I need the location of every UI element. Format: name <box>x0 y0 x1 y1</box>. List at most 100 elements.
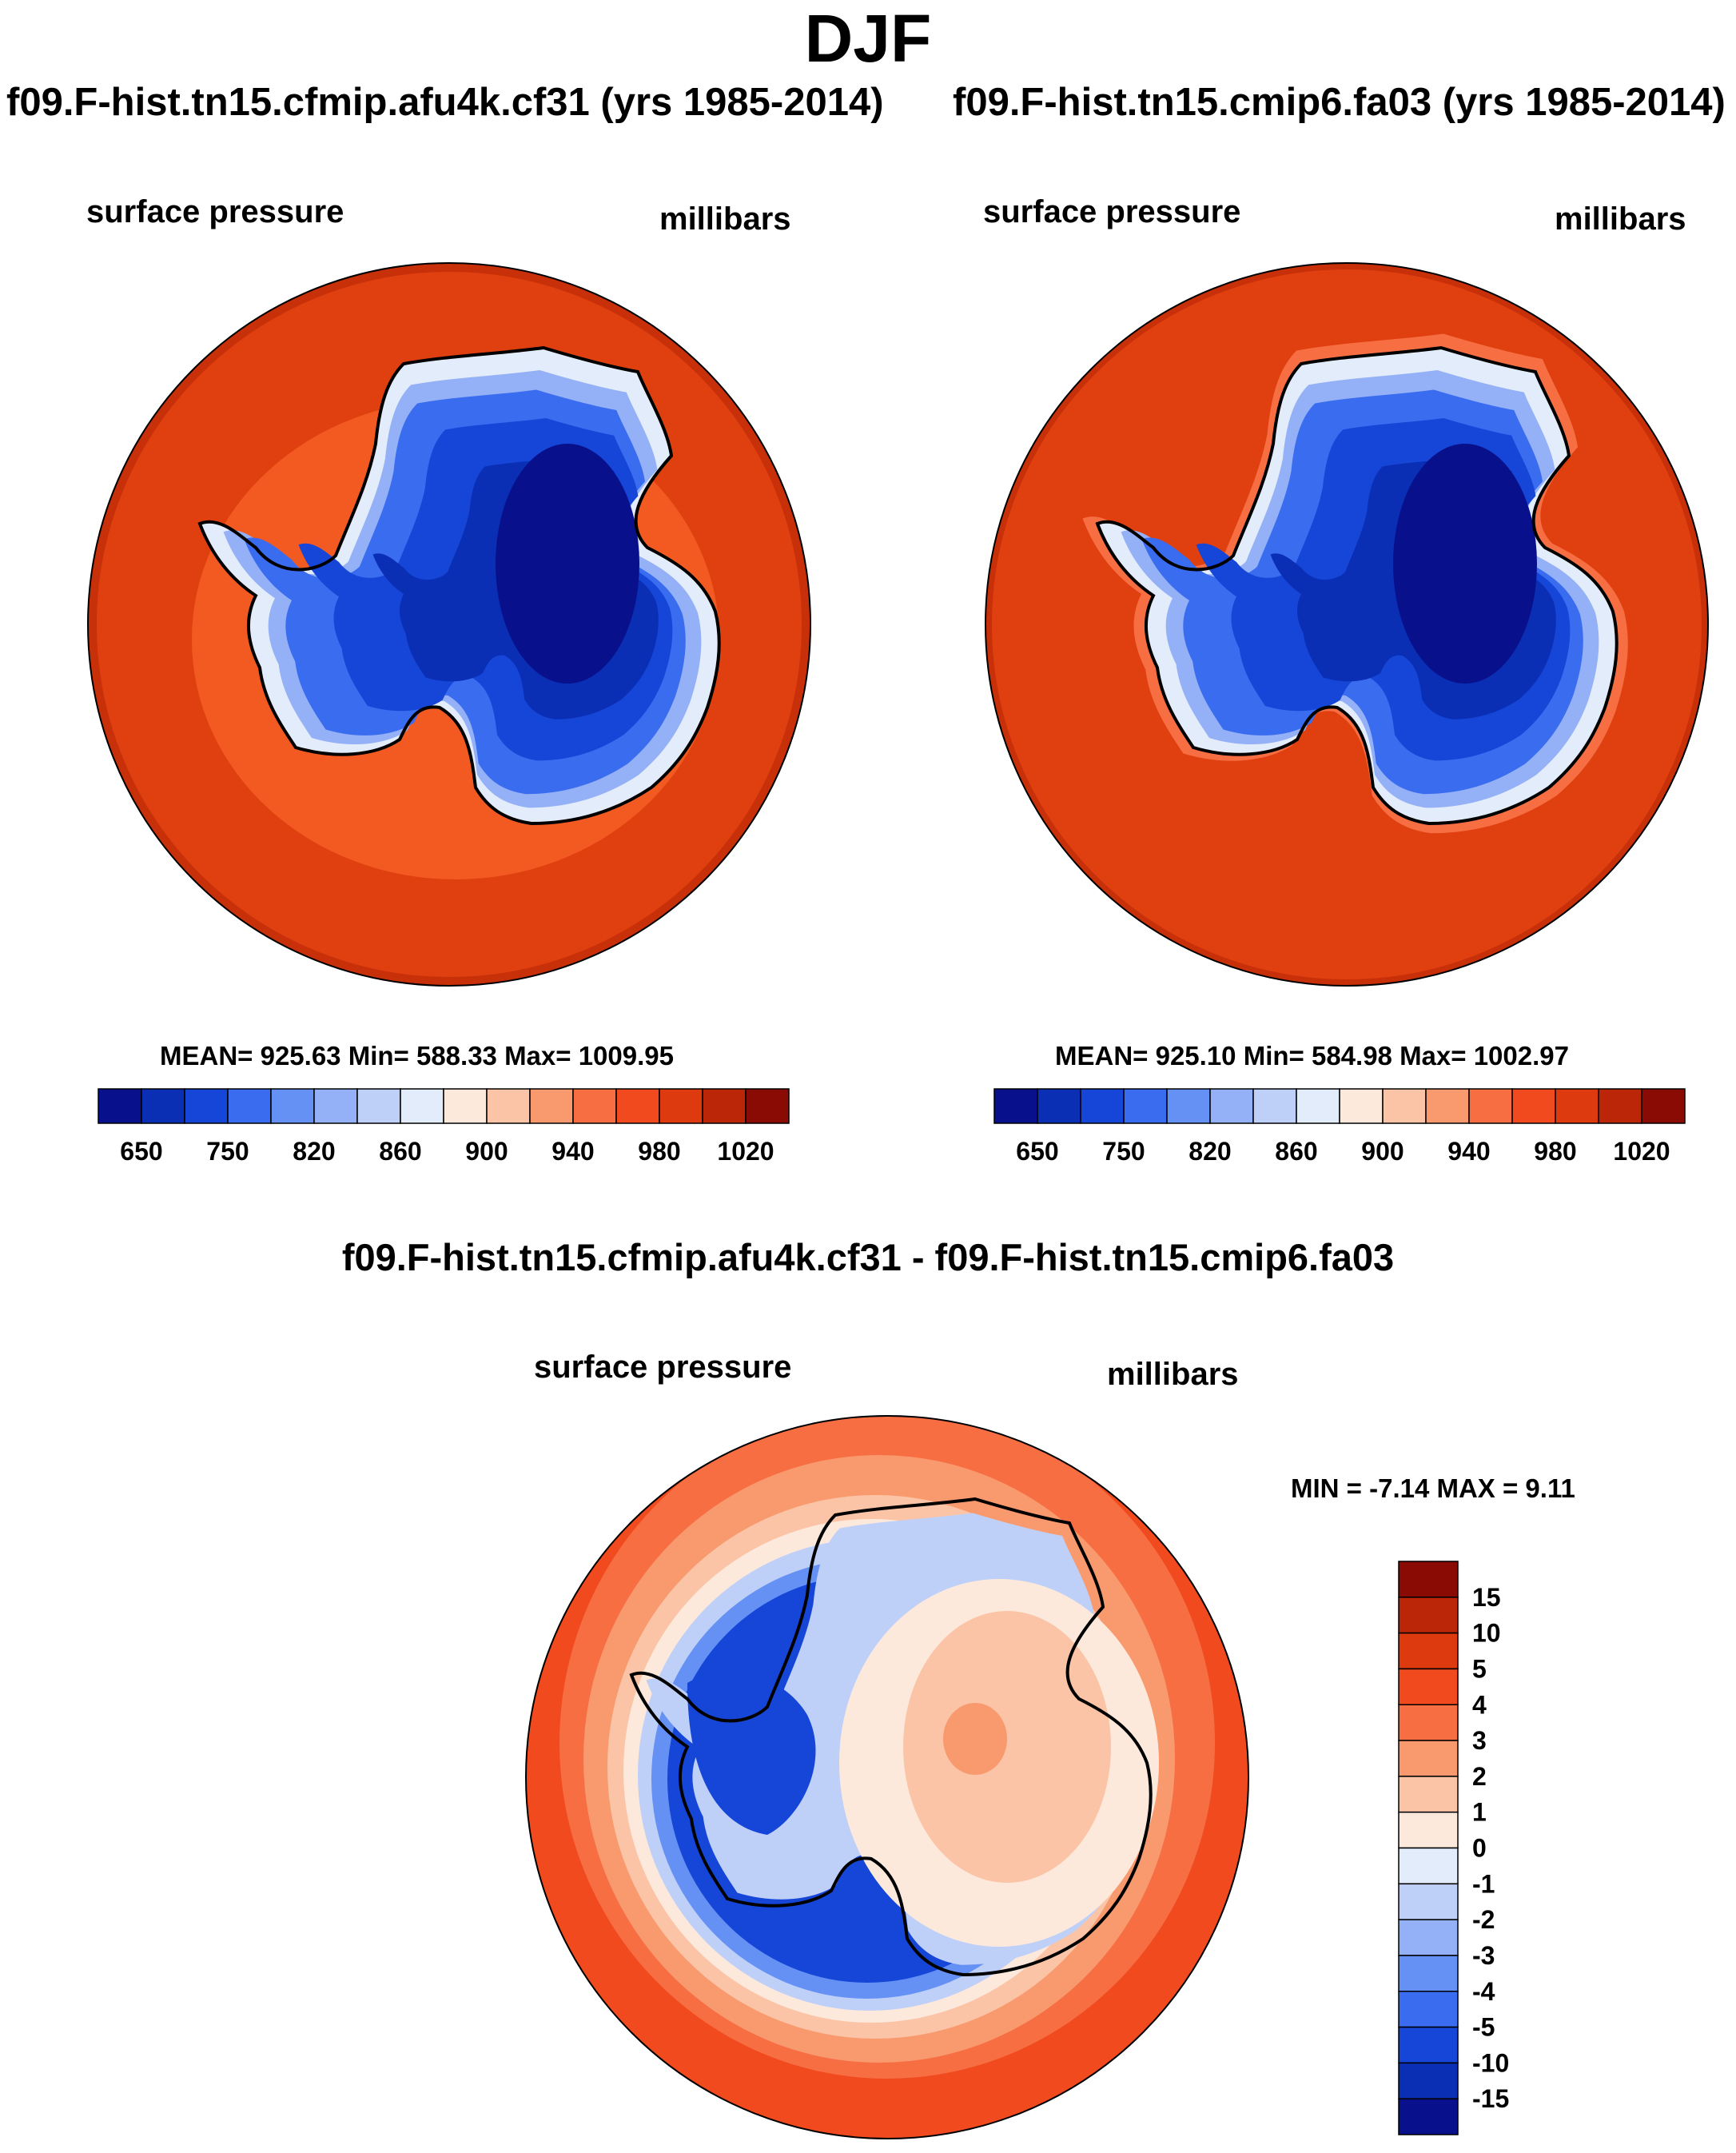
diff-colorbar-swatch <box>1398 1811 1459 1849</box>
diff-colorbar-swatch <box>1398 1919 1459 1956</box>
diff-colorbar-swatch <box>1398 1668 1459 1705</box>
panel1-colorbar-swatch <box>356 1088 401 1124</box>
panel1-colorbar-swatch <box>184 1088 229 1124</box>
panel2-colorbar-tick-label: 650 <box>1016 1137 1058 1166</box>
diff-colorbar-tick-label: -5 <box>1472 2013 1495 2042</box>
panel1-colorbar-swatch <box>572 1088 617 1124</box>
diff-colorbar-swatch <box>1398 2062 1459 2099</box>
panel1-stats: MEAN= 925.63 Min= 588.33 Max= 1009.95 <box>160 1041 674 1071</box>
panel2-colorbar-tick-label: 750 <box>1102 1137 1145 1166</box>
panel1-units: millibars <box>659 201 791 237</box>
diff-colorbar-tick-label: -2 <box>1472 1905 1495 1934</box>
diff-colorbar-tick-label: -3 <box>1472 1941 1495 1970</box>
panel1-colorbar-tick-label: 980 <box>638 1137 680 1166</box>
panel2-colorbar-swatch <box>1252 1088 1297 1124</box>
diff-colorbar-tick-label: 4 <box>1472 1690 1487 1719</box>
diff-colorbar-tick-label: 15 <box>1472 1583 1501 1612</box>
panel2-colorbar-swatch <box>993 1088 1038 1124</box>
diff-colorbar-tick-label: -15 <box>1472 2084 1509 2113</box>
diff-map-border <box>525 1415 1249 2139</box>
panel1-colorbar-swatch <box>443 1088 488 1124</box>
diff-colorbar-swatch <box>1398 1847 1459 1885</box>
panel1-colorbar: 650 750 820 860 900 940 980 1020 <box>98 1088 790 1166</box>
panel1-colorbar-swatch <box>486 1088 531 1124</box>
diff-colorbar-swatch <box>1398 1597 1459 1634</box>
panel1-colorbar-swatch <box>615 1088 660 1124</box>
panel2-colorbar-swatch <box>1425 1088 1470 1124</box>
diff-colorbar-tick-label: 1 <box>1472 1798 1487 1827</box>
panel2-units: millibars <box>1555 201 1686 237</box>
panel2-colorbar-swatch <box>1641 1088 1686 1124</box>
diff-colorbar-tick-label: -4 <box>1472 1977 1495 2006</box>
diff-colorbar-swatch <box>1398 1991 1459 2028</box>
panel2-colorbar-swatch <box>1037 1088 1081 1124</box>
diff-colorbar-swatch <box>1398 1704 1459 1741</box>
panel2-colorbar-swatch <box>1598 1088 1642 1124</box>
diff-units: millibars <box>1107 1357 1239 1392</box>
panel1-colorbar-tick-label: 940 <box>551 1137 594 1166</box>
diff-colorbar-swatch <box>1398 2098 1459 2135</box>
diff-colorbar-tick-label: 0 <box>1472 1834 1487 1863</box>
panel1-colorbar-swatch <box>227 1088 272 1124</box>
diff-colorbar-swatch <box>1398 1955 1459 1992</box>
panel2-colorbar-tick-label: 820 <box>1189 1137 1231 1166</box>
panel2-colorbar-tick-label: 980 <box>1534 1137 1576 1166</box>
diff-colorbar-tick-label: -1 <box>1472 1869 1495 1898</box>
diff-colorbar-tick-label: 5 <box>1472 1654 1487 1683</box>
panel1-colorbar-swatch <box>270 1088 315 1124</box>
panel1-colorbar-swatch <box>400 1088 444 1124</box>
panel2-colorbar-tick-label: 860 <box>1275 1137 1317 1166</box>
panel1-colorbar-swatch <box>98 1088 142 1124</box>
panel2-colorbar-tick-label: 940 <box>1447 1137 1490 1166</box>
panel1-colorbar-tick-label: 1020 <box>717 1137 774 1166</box>
panel1-case-title: f09.F-hist.tn15.cfmip.afu4k.cf31 (yrs 19… <box>6 81 884 124</box>
panel1-colorbar-swatch <box>529 1088 574 1124</box>
panel2-stats: MEAN= 925.10 Min= 584.98 Max= 1002.97 <box>1055 1041 1569 1071</box>
diff-colorbar-swatch <box>1398 1632 1459 1670</box>
diff-colorbar-swatch <box>1398 1740 1459 1777</box>
panel2-colorbar-tick-label: 900 <box>1361 1137 1404 1166</box>
diff-title: f09.F-hist.tn15.cfmip.afu4k.cf31 - f09.F… <box>341 1236 1395 1278</box>
panel1-colorbar-tick-label: 900 <box>465 1137 508 1166</box>
panel2-colorbar-swatch <box>1555 1088 1599 1124</box>
diff-colorbar-tick-label: 3 <box>1472 1726 1487 1755</box>
panel2-colorbar-swatch <box>1166 1088 1211 1124</box>
panel2-colorbar-swatch <box>1080 1088 1125 1124</box>
panel2-colorbar-swatch <box>1511 1088 1556 1124</box>
diff-colorbar-tick-label: 10 <box>1472 1619 1501 1648</box>
panel2-colorbar-swatch <box>1382 1088 1427 1124</box>
panel1-colorbar-swatch <box>141 1088 185 1124</box>
diff-colorbar-swatch <box>1398 1561 1459 1598</box>
diff-colorbar-swatch <box>1398 1776 1459 1813</box>
panel1-colorbar-tick-label: 750 <box>206 1137 249 1166</box>
panel2-colorbar-swatch <box>1339 1088 1384 1124</box>
panel2-colorbar-swatch <box>1296 1088 1340 1124</box>
panel1-map-border <box>87 262 811 987</box>
panel2-colorbar-swatch <box>1123 1088 1168 1124</box>
panel1-colorbar-swatch <box>313 1088 358 1124</box>
panel1-colorbar-tick-label: 820 <box>293 1137 335 1166</box>
panel1-colorbar-tick-label: 650 <box>120 1137 162 1166</box>
panel2-colorbar-swatch <box>1209 1088 1254 1124</box>
panel2-case-title: f09.F-hist.tn15.cmip6.fa03 (yrs 1985-201… <box>953 81 1726 124</box>
panel2-colorbar-swatch <box>1468 1088 1513 1124</box>
diff-colorbar-swatch <box>1398 2026 1459 2064</box>
panel1-map <box>87 262 811 987</box>
panel2-variable: surface pressure <box>983 194 1241 229</box>
panel2-colorbar-tick-label: 1020 <box>1613 1137 1670 1166</box>
panel1-colorbar-swatch <box>702 1088 747 1124</box>
diff-map <box>525 1415 1249 2139</box>
panel1-variable: surface pressure <box>86 194 344 229</box>
panel1-colorbar-swatch <box>745 1088 790 1124</box>
diff-colorbar-swatch <box>1398 1883 1459 1920</box>
diff-colorbar-tick-label: 2 <box>1472 1762 1487 1791</box>
diff-colorbar-tick-label: -10 <box>1472 2048 1509 2077</box>
figure-title: DJF <box>804 1 932 76</box>
panel1-colorbar-tick-label: 860 <box>379 1137 421 1166</box>
panel2-colorbar: 650 750 820 860 900 940 980 1020 <box>993 1088 1686 1166</box>
diff-variable: surface pressure <box>534 1350 792 1385</box>
panel2-map <box>985 262 1709 987</box>
diff-stats: MIN = -7.14 MAX = 9.11 <box>1291 1473 1575 1503</box>
